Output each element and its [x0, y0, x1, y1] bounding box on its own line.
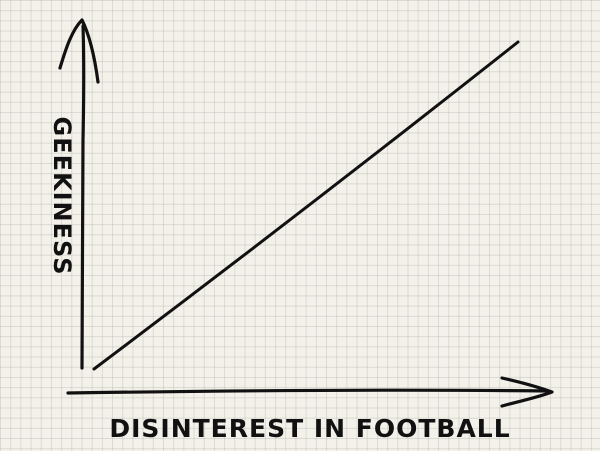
x-axis-arrowhead	[500, 376, 554, 408]
series-layer	[92, 40, 520, 371]
y-axis-label: GEEKINESS	[48, 117, 76, 276]
y-axis-line	[80, 24, 86, 370]
series-line-0	[92, 40, 520, 371]
x-axis-label: DISINTEREST IN FOOTBALL	[109, 414, 510, 443]
y-axis-arrowhead	[58, 18, 100, 84]
x-axis-line	[66, 388, 550, 395]
